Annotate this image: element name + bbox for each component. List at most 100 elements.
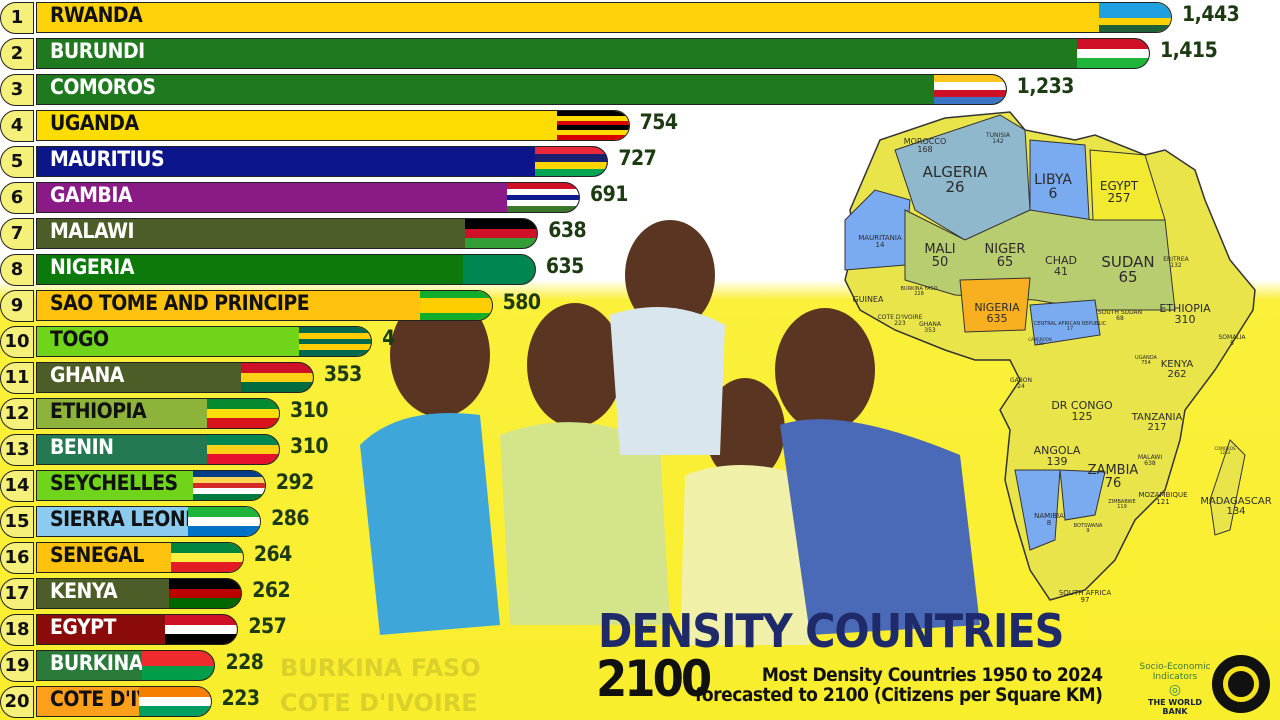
value-label: 580: [502, 290, 541, 314]
value-label: 353: [323, 362, 362, 386]
value-label: 638: [548, 218, 587, 242]
bar-label: NIGERIA: [50, 255, 134, 279]
bar-label: COMOROS: [50, 75, 156, 99]
bar-row: 2 BURUNDI 1,415: [0, 36, 1280, 72]
map-country-value: 228: [914, 291, 924, 297]
map-country-name: ERITREA: [1163, 256, 1189, 263]
map-label: SUDAN 65: [1101, 255, 1154, 285]
map-country-name: CAMEROON: [1028, 337, 1052, 342]
source-name: THE WORLD BANK: [1148, 698, 1202, 716]
flag-icon: [933, 75, 1006, 104]
value-label: 292: [275, 470, 314, 494]
map-country-value: 119: [1117, 504, 1127, 510]
bar-label: BURKINA: [50, 651, 143, 675]
rank-badge: 4: [0, 110, 34, 142]
flag-icon: [465, 219, 538, 248]
bar: UGANDA: [36, 110, 630, 141]
flag-stripe: [556, 120, 629, 126]
rank-badge: 2: [0, 38, 34, 70]
map-country-value: 68: [1116, 315, 1124, 322]
map-country-name: EGYPT: [1099, 179, 1139, 193]
flag-stripe: [170, 552, 243, 563]
bar-row: 20 COTE D'IV 223: [0, 684, 1280, 720]
map-country-name: ZAMBIA: [1087, 463, 1139, 478]
ghost-label-cote-divoire: COTE D'IVOIRE: [280, 689, 478, 717]
map-label: BURKINA FASO 228: [900, 287, 937, 297]
children-photo: [360, 220, 980, 645]
flag-stripe: [165, 634, 238, 644]
flag-icon: [165, 615, 238, 644]
flag-icon: [188, 507, 261, 536]
flag-stripe: [506, 200, 579, 207]
flag-stripe: [933, 89, 1006, 97]
value-label: 635: [545, 254, 584, 278]
map-label: ETHIOPIA 310: [1159, 303, 1210, 325]
map-label: NIGERIA 635: [974, 302, 1019, 324]
bar: BURKINA: [36, 650, 216, 681]
value-label: 691: [589, 182, 628, 206]
bar: BURUNDI: [36, 38, 1150, 69]
rank-badge: 7: [0, 218, 34, 250]
source-line-2: Indicators: [1152, 672, 1198, 682]
flag-stripe: [1099, 10, 1171, 18]
bar-row: 7 MALAWI 638: [0, 216, 1280, 252]
flag-icon: [138, 687, 211, 716]
subtitle-line-2: forecasted to 2100 (Citizens per Square …: [695, 684, 1103, 706]
chart-subtitle: Most Density Countries 1950 to 2024 fore…: [695, 665, 1103, 706]
bar-label: MAURITIUS: [50, 147, 165, 171]
map-country-value: 6: [1048, 186, 1058, 202]
bar-row: 16 SENEGAL 264: [0, 540, 1280, 576]
bar-row: 17 KENYA 262: [0, 576, 1280, 612]
map-country-value: 1233: [1219, 450, 1231, 455]
flag-stripe: [419, 312, 492, 320]
map-label: NIGER 65: [985, 243, 1026, 269]
flag-stripe: [465, 238, 538, 248]
bar-row: 18 EGYPT 257: [0, 612, 1280, 648]
flag-stripe: [207, 399, 280, 409]
map-label: CHAD 41: [1045, 255, 1077, 277]
map-country-value: 132: [1170, 262, 1182, 269]
flag-stripe: [299, 327, 372, 333]
rank-badge: 13: [0, 434, 34, 466]
rank-badge: 18: [0, 614, 34, 646]
flag-stripe: [299, 344, 372, 351]
map-label: BOTSWANA 9: [1074, 524, 1103, 534]
bar-row: 12 ETHIOPIA 310: [0, 396, 1280, 432]
bar-label: GHANA: [50, 363, 124, 387]
value-label: 727: [618, 146, 657, 170]
bar: GAMBIA: [36, 182, 580, 213]
flag-stripe: [1099, 24, 1171, 32]
map-country-name: SUDAN: [1101, 253, 1155, 271]
value-label: 257: [248, 614, 287, 638]
rank-badge: 20: [0, 686, 34, 718]
bar-row: 9 SAO TOME AND PRINCIPE 580: [0, 288, 1280, 324]
map-country-value: 156: [1036, 341, 1044, 346]
map-label: MAURITANIA 14: [858, 235, 902, 249]
map-country-name: TANZANIA: [1131, 412, 1183, 423]
flag-stripe: [465, 219, 538, 229]
map-label: CAMEROON 156: [1028, 338, 1052, 346]
madagascar-shape: [1209, 439, 1246, 536]
botswana-region: [1059, 469, 1106, 521]
map-label: ALGERIA 26: [923, 165, 988, 195]
map-country-name: COTE D'IVOIRE: [877, 314, 923, 321]
map-label: ERITREA 132: [1163, 257, 1188, 269]
map-label: TUNISIA 142: [986, 133, 1010, 145]
value-label: 1,415: [1159, 38, 1218, 62]
map-label: GABON 24: [1010, 378, 1032, 390]
flag-stripe: [506, 188, 579, 195]
rank-badge: 9: [0, 290, 34, 322]
bar-label: BURUNDI: [50, 39, 145, 63]
map-country-value: 168: [917, 145, 933, 154]
map-label: EGYPT 257: [1100, 180, 1138, 204]
map-country-name: BURKINA FASO: [900, 286, 938, 292]
bar: TOGO: [36, 326, 373, 357]
map-label: LIBYA 6: [1034, 173, 1072, 201]
map-country-name: MOROCCO: [903, 137, 947, 146]
flag-icon: [207, 435, 280, 464]
flag-stripe: [465, 228, 538, 239]
rank-badge: 12: [0, 398, 34, 430]
bar-label: UGANDA: [50, 111, 139, 135]
map-label: SOUTH AFRICA 97: [1059, 590, 1111, 604]
bar-label: RWANDA: [50, 3, 143, 27]
